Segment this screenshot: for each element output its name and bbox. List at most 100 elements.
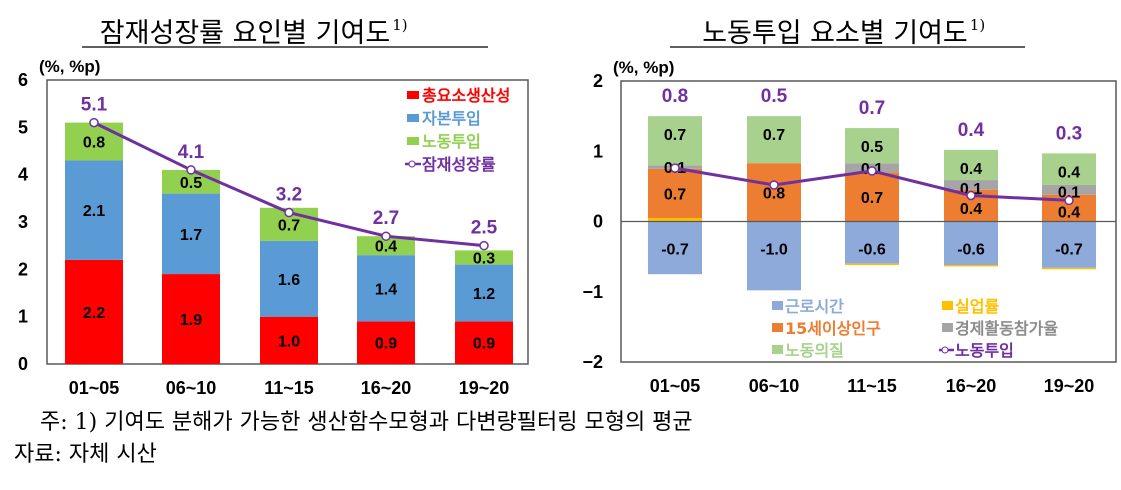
data-label: 0.9 xyxy=(375,336,397,353)
legend-label: 경제활동참가율 xyxy=(955,319,1058,338)
bar-자본투입 xyxy=(65,160,123,260)
legend-swatch xyxy=(407,137,419,145)
data-label: 0.7 xyxy=(278,217,300,234)
line-marker xyxy=(381,231,391,241)
bar-실업률 xyxy=(648,217,702,222)
bar-노동의질 xyxy=(845,128,899,164)
line-marker xyxy=(670,163,680,173)
unit-label: (%, %p) xyxy=(613,58,674,77)
legend-swatch xyxy=(942,323,953,332)
y-tick-label: 3 xyxy=(18,212,28,232)
line-marker xyxy=(1064,195,1074,206)
data-label: 0.4 xyxy=(960,201,982,218)
data-label: 0.7 xyxy=(861,190,883,207)
data-label: 1.2 xyxy=(473,286,495,303)
data-label: 0.9 xyxy=(473,336,495,353)
total-label: 5.1 xyxy=(81,95,108,116)
chart-title: 잠재성장률 요인별 기여도 xyxy=(100,18,390,49)
total-label: 0.4 xyxy=(958,120,985,141)
line-marker xyxy=(867,166,877,176)
line-marker xyxy=(966,190,976,201)
legend-label: 15세이상인구 xyxy=(785,319,881,338)
bar-실업률 xyxy=(1042,267,1096,270)
bar-실업률 xyxy=(845,263,899,266)
bar-15세이상인구 xyxy=(648,168,702,218)
title-superscript: 1) xyxy=(392,16,407,34)
y-tick-label: 0 xyxy=(18,354,28,374)
data-label: 0.4 xyxy=(375,239,397,256)
data-label: -0.7 xyxy=(1055,242,1083,259)
bar-총요소생산성 xyxy=(455,321,513,364)
legend-marker xyxy=(408,160,416,168)
data-label: 0.4 xyxy=(1058,204,1080,221)
data-label: 2.2 xyxy=(83,305,105,322)
bar-경제활동참가율 xyxy=(1042,184,1096,195)
line-marker xyxy=(769,180,779,190)
bar-자본투입 xyxy=(357,255,415,322)
bar-실업률 xyxy=(944,265,998,267)
x-tick-label: 16~20 xyxy=(361,378,412,398)
line-marker xyxy=(479,240,489,251)
total-label: 0.8 xyxy=(662,86,688,107)
y-tick-label: 6 xyxy=(18,70,28,90)
source-note: 자료: 자체 시산 xyxy=(14,442,157,467)
legend-swatch xyxy=(772,301,783,310)
y-tick-label: 0 xyxy=(593,212,603,232)
legend-label: 노동투입 xyxy=(955,341,1014,360)
data-label: 1.9 xyxy=(180,312,202,329)
legend-label: 근로시간 xyxy=(785,297,844,316)
total-label: 2.7 xyxy=(373,208,399,229)
y-tick-label: 5 xyxy=(18,117,28,137)
y-tick-label: 2 xyxy=(18,259,28,279)
bar-노동의질 xyxy=(747,116,801,164)
y-tick-label: −2 xyxy=(582,352,603,372)
legend-swatch xyxy=(407,91,419,99)
x-tick-label: 01~05 xyxy=(69,378,120,398)
data-label: 1.6 xyxy=(278,272,300,289)
data-label: -0.7 xyxy=(661,242,689,259)
data-label: 1.4 xyxy=(375,281,397,298)
bar-15세이상인구 xyxy=(747,163,801,222)
legend-label: 노동의질 xyxy=(785,341,844,360)
bar-자본투입 xyxy=(260,240,318,317)
y-tick-label: −1 xyxy=(582,282,603,302)
x-tick-label: 11~15 xyxy=(264,378,314,398)
legend-swatch xyxy=(772,345,783,354)
data-label: 0.8 xyxy=(83,135,105,152)
bar-노동의질 xyxy=(944,149,998,181)
legend-label: 실업률 xyxy=(955,297,999,316)
bar-15세이상인구 xyxy=(845,172,899,222)
data-label: 1.7 xyxy=(180,227,202,244)
bar-노동의질 xyxy=(1042,153,1096,185)
total-label: 0.3 xyxy=(1056,123,1082,144)
bar-총요소생산성 xyxy=(260,316,318,364)
data-label: 1.0 xyxy=(278,333,300,350)
data-label: 0.7 xyxy=(763,127,785,144)
data-label: 0.7 xyxy=(664,186,686,203)
total-label: 4.1 xyxy=(178,142,205,163)
bar-총요소생산성 xyxy=(162,274,220,364)
y-tick-label: 4 xyxy=(18,165,28,185)
x-tick-label: 16~20 xyxy=(946,376,997,396)
bar-노동투입 xyxy=(455,250,513,265)
bar-노동의질 xyxy=(648,116,702,166)
data-label: 0.3 xyxy=(473,251,495,268)
total-label: 2.5 xyxy=(471,218,498,239)
data-label: 0.4 xyxy=(960,161,982,178)
data-label: -1.0 xyxy=(760,242,788,259)
legend-label: 노동투입 xyxy=(422,132,481,151)
x-tick-label: 01~05 xyxy=(650,376,701,396)
bar-자본투입 xyxy=(455,264,513,322)
data-label: 2.1 xyxy=(83,203,105,220)
line-marker xyxy=(89,117,99,128)
total-label: 3.2 xyxy=(276,185,302,206)
line-marker xyxy=(186,165,196,175)
y-tick-label: 2 xyxy=(593,71,603,91)
data-label: -0.6 xyxy=(957,242,985,259)
line-marker xyxy=(284,207,294,218)
data-label: 0.5 xyxy=(180,175,202,192)
y-tick-label: 1 xyxy=(593,141,603,161)
x-tick-label: 06~10 xyxy=(749,376,800,396)
